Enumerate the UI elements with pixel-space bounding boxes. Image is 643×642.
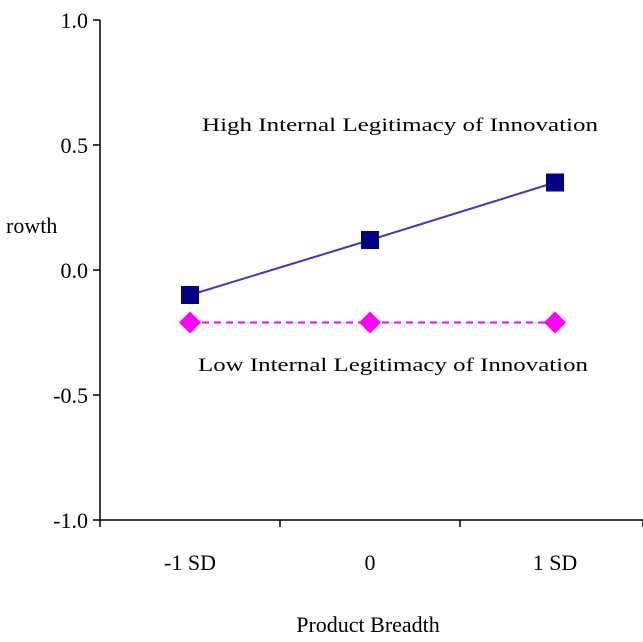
x-tick-label: 0 (365, 550, 376, 575)
data-point-square (546, 173, 564, 192)
y-ticks: 1.0 0.5 0.0 -0.5 -1.0 (53, 8, 100, 533)
x-tick-label: 1 SD (533, 550, 578, 575)
y-tick-label: 0.0 (61, 258, 89, 283)
y-axis-title: rowth (6, 213, 57, 238)
y-tick-label: 0.5 (61, 133, 89, 158)
data-point-diamond (544, 311, 566, 334)
data-point-square (361, 231, 379, 249)
annotation-low-legitimacy: Low Internal Legitimacy of Innovation (198, 355, 589, 376)
x-ticks: -1 SD 0 1 SD (99, 520, 643, 575)
axes (99, 20, 643, 521)
data-point-diamond (179, 311, 201, 334)
y-tick-label: -0.5 (53, 383, 88, 408)
annotation-high-legitimacy: High Internal Legitimacy of Innovation (202, 115, 599, 136)
data-point-diamond (359, 311, 381, 334)
x-axis-title: Product Breadth (296, 612, 440, 637)
y-tick-label: -1.0 (53, 508, 88, 533)
y-tick-label: 1.0 (61, 8, 89, 33)
data-point-square (181, 286, 199, 304)
series (179, 173, 566, 334)
x-tick-label: -1 SD (164, 550, 216, 575)
